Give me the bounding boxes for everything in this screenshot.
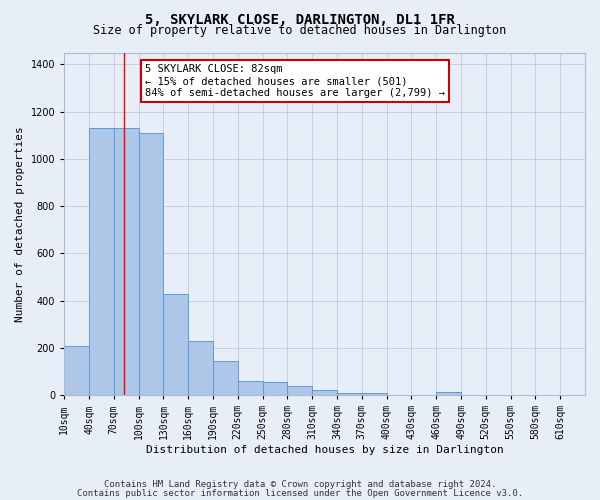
Bar: [337, 393, 362, 395]
Bar: [163, 294, 188, 395]
Bar: [263, 382, 287, 395]
Text: 5 SKYLARK CLOSE: 82sqm
← 15% of detached houses are smaller (501)
84% of semi-de: 5 SKYLARK CLOSE: 82sqm ← 15% of detached…: [145, 64, 445, 98]
Bar: [114, 128, 139, 395]
Text: Size of property relative to detached houses in Darlington: Size of property relative to detached ho…: [94, 24, 506, 37]
Bar: [287, 386, 312, 395]
Bar: [188, 341, 213, 395]
Y-axis label: Number of detached properties: Number of detached properties: [15, 126, 25, 322]
Bar: [312, 390, 337, 395]
Text: 5, SKYLARK CLOSE, DARLINGTON, DL1 1FR: 5, SKYLARK CLOSE, DARLINGTON, DL1 1FR: [145, 12, 455, 26]
Bar: [139, 133, 163, 395]
Bar: [213, 361, 238, 395]
Bar: [238, 381, 263, 395]
Bar: [64, 346, 89, 395]
Bar: [89, 128, 114, 395]
Text: Contains public sector information licensed under the Open Government Licence v3: Contains public sector information licen…: [77, 488, 523, 498]
Text: Contains HM Land Registry data © Crown copyright and database right 2024.: Contains HM Land Registry data © Crown c…: [104, 480, 496, 489]
X-axis label: Distribution of detached houses by size in Darlington: Distribution of detached houses by size …: [146, 445, 503, 455]
Bar: [362, 393, 386, 395]
Bar: [436, 392, 461, 395]
